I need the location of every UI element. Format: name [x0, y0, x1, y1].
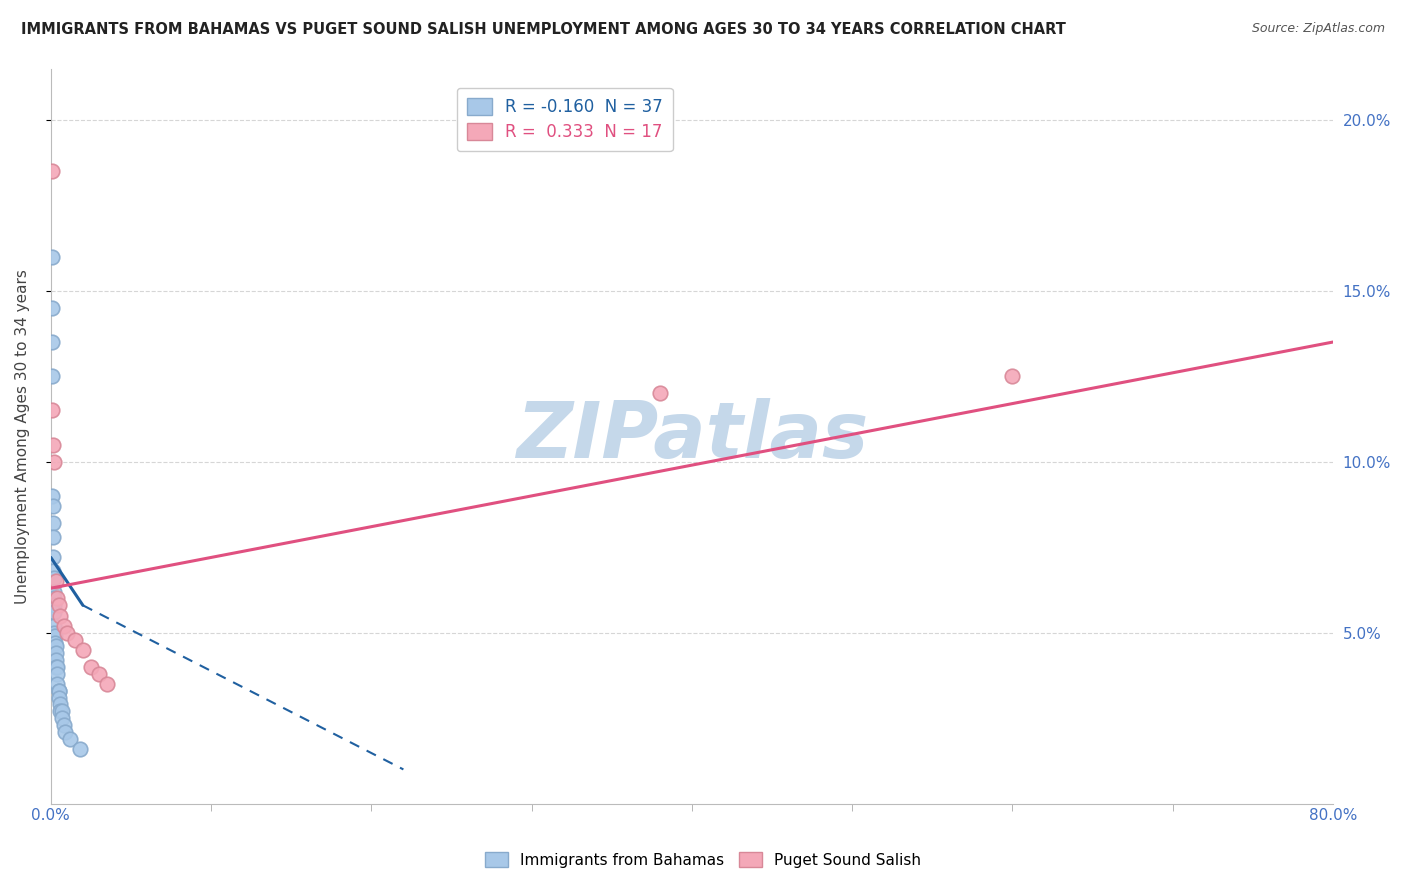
Point	[45, 660, 67, 674]
Point	[42, 516, 65, 531]
Point	[44, 629, 66, 643]
Point	[42, 564, 65, 578]
Point	[42, 571, 65, 585]
Point	[41, 403, 63, 417]
Point	[72, 642, 94, 657]
Point	[48, 690, 70, 705]
Point	[59, 731, 82, 746]
Text: ZIPatlas: ZIPatlas	[516, 398, 868, 474]
Legend: Immigrants from Bahamas, Puget Sound Salish: Immigrants from Bahamas, Puget Sound Sal…	[477, 845, 929, 875]
Point	[41, 489, 63, 503]
Point	[46, 666, 69, 681]
Point	[42, 550, 65, 565]
Point	[49, 704, 72, 718]
Point	[44, 636, 66, 650]
Point	[45, 646, 67, 660]
Point	[51, 704, 73, 718]
Point	[42, 599, 65, 613]
Point	[45, 640, 67, 654]
Point	[42, 605, 65, 619]
Point	[46, 591, 69, 606]
Point	[44, 625, 66, 640]
Point	[648, 386, 671, 401]
Point	[41, 164, 63, 178]
Point	[42, 437, 65, 451]
Point	[41, 334, 63, 349]
Point	[41, 369, 63, 384]
Point	[80, 660, 103, 674]
Point	[41, 301, 63, 315]
Point	[96, 677, 118, 691]
Point	[51, 711, 73, 725]
Point	[41, 250, 63, 264]
Point	[52, 718, 75, 732]
Text: Source: ZipAtlas.com: Source: ZipAtlas.com	[1251, 22, 1385, 36]
Y-axis label: Unemployment Among Ages 30 to 34 years: Unemployment Among Ages 30 to 34 years	[15, 268, 30, 604]
Point	[49, 698, 72, 712]
Point	[69, 742, 91, 756]
Point	[52, 619, 75, 633]
Point	[48, 599, 70, 613]
Legend: R = -0.160  N = 37, R =  0.333  N = 17: R = -0.160 N = 37, R = 0.333 N = 17	[457, 88, 672, 151]
Point	[42, 530, 65, 544]
Text: IMMIGRANTS FROM BAHAMAS VS PUGET SOUND SALISH UNEMPLOYMENT AMONG AGES 30 TO 34 Y: IMMIGRANTS FROM BAHAMAS VS PUGET SOUND S…	[21, 22, 1066, 37]
Point	[48, 683, 70, 698]
Point	[46, 660, 69, 674]
Point	[45, 574, 67, 589]
Point	[45, 653, 67, 667]
Point	[42, 619, 65, 633]
Point	[53, 724, 76, 739]
Point	[48, 683, 70, 698]
Point	[56, 625, 79, 640]
Point	[42, 591, 65, 606]
Point	[87, 666, 110, 681]
Point	[42, 499, 65, 513]
Point	[49, 608, 72, 623]
Point	[46, 677, 69, 691]
Point	[63, 632, 86, 647]
Point	[42, 455, 65, 469]
Point	[1001, 369, 1024, 384]
Point	[42, 584, 65, 599]
